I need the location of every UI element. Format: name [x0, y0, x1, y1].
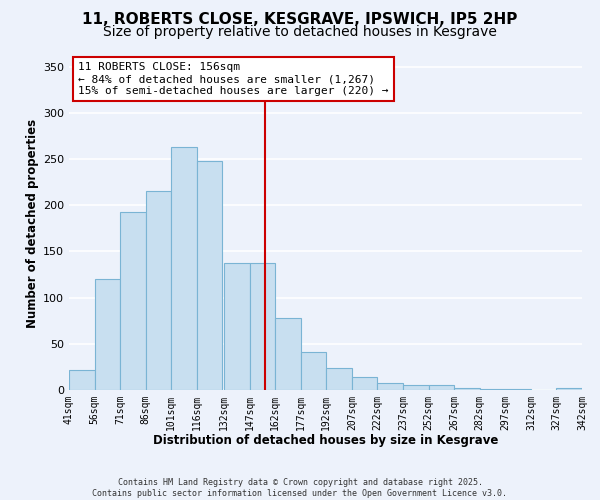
Bar — [505, 389, 531, 390]
Bar — [556, 388, 582, 390]
Bar — [454, 388, 480, 390]
Bar — [301, 352, 326, 390]
Text: 11 ROBERTS CLOSE: 156sqm
← 84% of detached houses are smaller (1,267)
15% of sem: 11 ROBERTS CLOSE: 156sqm ← 84% of detach… — [78, 62, 389, 96]
Bar — [95, 279, 120, 390]
Bar — [428, 386, 454, 390]
Bar — [352, 377, 377, 390]
Text: Size of property relative to detached houses in Kesgrave: Size of property relative to detached ho… — [103, 25, 497, 39]
Bar — [480, 389, 505, 390]
Text: 11, ROBERTS CLOSE, KESGRAVE, IPSWICH, IP5 2HP: 11, ROBERTS CLOSE, KESGRAVE, IPSWICH, IP… — [82, 12, 518, 28]
Text: Contains HM Land Registry data © Crown copyright and database right 2025.
Contai: Contains HM Land Registry data © Crown c… — [92, 478, 508, 498]
Bar — [120, 212, 146, 390]
Bar — [250, 264, 275, 390]
Bar — [146, 192, 171, 390]
Bar — [275, 318, 301, 390]
Bar — [377, 382, 403, 390]
Bar — [197, 161, 223, 390]
X-axis label: Distribution of detached houses by size in Kesgrave: Distribution of detached houses by size … — [153, 434, 498, 448]
Bar — [171, 147, 197, 390]
Bar — [224, 264, 250, 390]
Bar — [326, 368, 352, 390]
Bar — [69, 370, 95, 390]
Y-axis label: Number of detached properties: Number of detached properties — [26, 119, 39, 328]
Bar — [403, 386, 428, 390]
